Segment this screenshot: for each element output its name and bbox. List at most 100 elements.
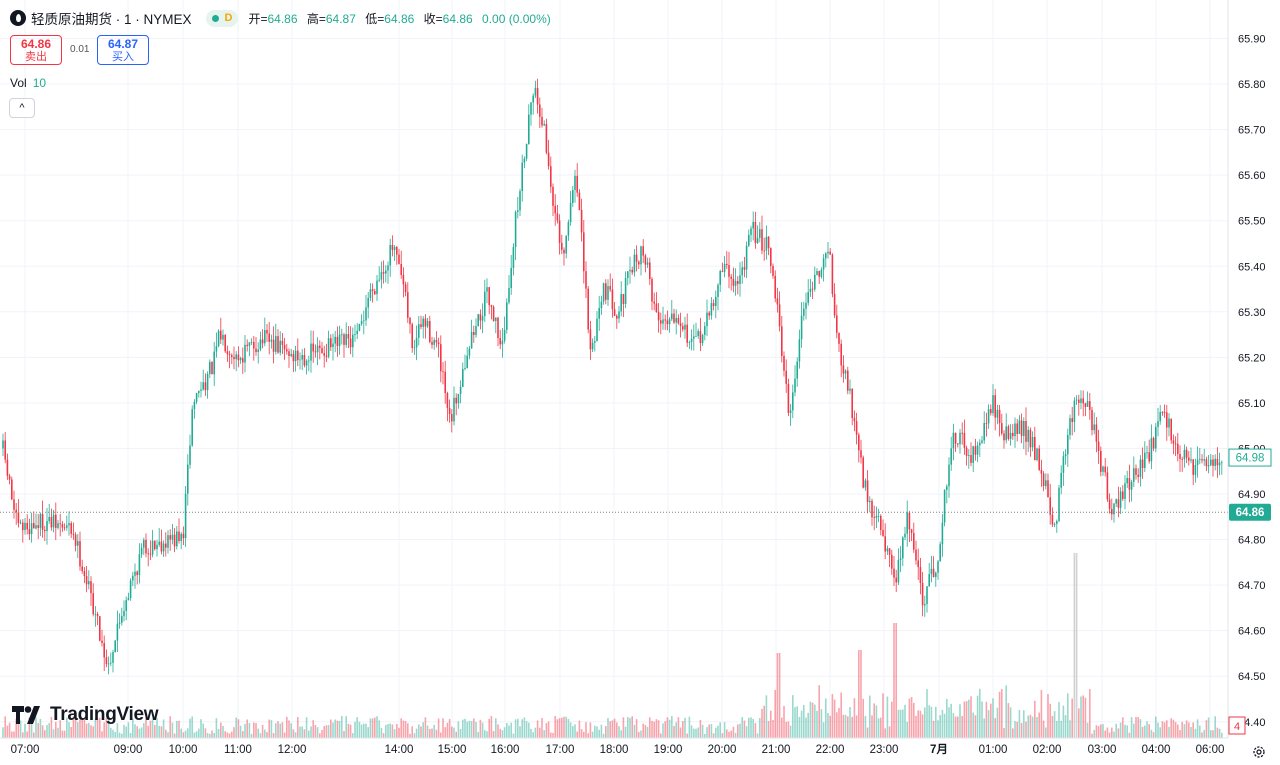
volume-bar [1137,717,1139,738]
candle [1093,412,1095,435]
candle-body [446,393,449,408]
candle-body [1196,459,1199,465]
candle-body [772,265,774,276]
volume-bar [220,722,222,738]
volume-bar [693,728,695,738]
volume-bar [1018,709,1021,738]
candle-body [677,317,680,324]
price-tick-label: 65.70 [1238,125,1266,137]
candle-body [385,270,387,274]
candle-body [666,320,669,325]
price-axis[interactable]: 65.9065.8065.7065.6065.5065.4065.3065.20… [1238,34,1266,729]
candle [239,356,242,364]
candle-body [512,246,515,268]
volume-bar [772,719,774,738]
candle [451,409,453,433]
volume-bar [195,731,198,738]
volume-bar [563,716,565,738]
volume-bar [145,717,147,738]
volume-bar [1097,726,1100,738]
candle-body [787,383,790,413]
gear-icon[interactable] [1252,745,1266,759]
collapse-legend-button[interactable]: ^ [9,98,35,118]
candle [796,357,798,387]
candle-body [402,274,405,285]
candle-body [319,345,321,348]
candle-body [391,244,394,250]
volume-bar [1045,727,1047,738]
candle [189,434,191,469]
volume-bar [1071,698,1073,738]
candle-body [809,288,812,292]
candle-body [873,517,875,519]
price-tick-label: 65.30 [1238,307,1266,319]
volume-bar [440,732,442,738]
volume-bar [272,733,275,738]
candle-body [310,343,312,361]
candle [217,329,220,348]
volume-bar [85,723,88,738]
symbol-title[interactable]: 轻质原油期货 · 1 · NYMEX [31,12,192,27]
market-status-pill[interactable]: D [205,9,239,27]
svg-text:64.86: 64.86 [1236,507,1265,519]
candle [1031,431,1034,452]
buy-button[interactable]: 64.87 买入 [97,35,149,65]
candle [132,571,134,587]
candle-body [52,514,55,528]
high-label: 高= [306,11,326,26]
candle [618,305,620,324]
candle [873,505,875,531]
candle-body [642,246,644,256]
candle [981,436,983,444]
candle-body [796,361,798,379]
candle [888,548,891,568]
candle-body [448,407,451,415]
candle [792,384,794,419]
candle [994,388,996,431]
candle [453,386,455,426]
volume-bar [585,722,587,738]
volume-bar [858,650,860,738]
candle-body [459,386,462,394]
candle [156,539,158,557]
candle [785,359,787,393]
candle [123,600,125,622]
candle-body [1194,464,1197,475]
volume-bar [184,730,187,738]
volume-tag: 4 [1228,716,1246,735]
candle-body [820,269,823,277]
volume-bar [976,695,979,738]
candle [1201,454,1203,464]
candle [224,334,226,353]
volume-bar [466,721,468,738]
candle-body [440,344,442,372]
volume-bar [712,733,715,738]
volume-bar [217,729,220,738]
candle [1214,454,1216,471]
volume-bar [484,730,486,738]
candle-body [646,262,649,265]
price-tick-label: 64.70 [1238,580,1266,592]
candle-body [1097,441,1100,451]
candle [424,314,427,339]
candle-body [580,209,583,233]
sell-button[interactable]: 64.86 卖出 [10,35,62,65]
candle [1009,424,1012,446]
open-value: 64.86 [267,11,298,26]
candle-body [871,500,873,518]
candle [345,322,347,348]
candle [96,611,99,626]
candle [831,253,834,298]
candle-body [363,320,365,322]
volume-bar [1205,720,1208,738]
candle-body [770,248,772,266]
volume-bar [1023,710,1025,738]
volume-bar [734,732,737,738]
candle-body [895,577,897,583]
volume-bar [286,716,288,738]
volume-bar [974,715,977,738]
time-axis[interactable]: 07:00 09:00 10:00 11:00 12:00 14:00 15:00 16:00… [11,743,1225,756]
candle-body [112,652,114,663]
volume-bar [726,729,728,738]
